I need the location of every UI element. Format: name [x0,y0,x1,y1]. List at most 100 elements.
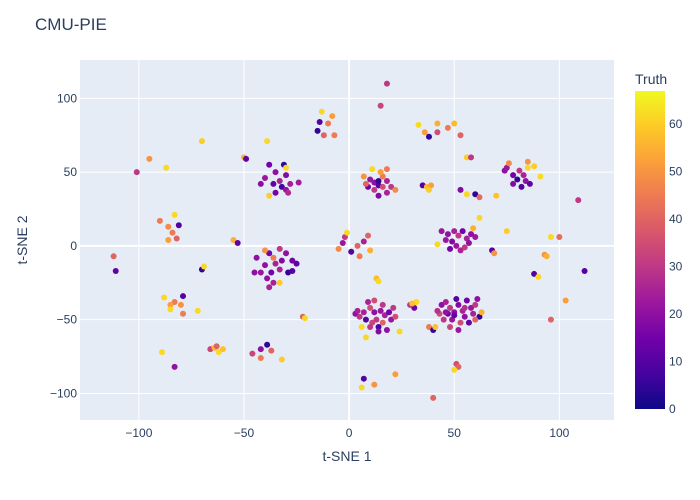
scatter-point [110,253,117,260]
scatter-point [476,194,483,201]
scatter-point [581,267,588,274]
scatter-point [520,172,527,179]
scatter-point [415,121,422,128]
scatter-point [335,245,342,252]
scatter-point [331,132,338,139]
scatter-point [531,163,538,170]
scatter-point [383,189,390,196]
scatter-point [293,260,300,267]
scatter-point [266,192,273,199]
scatter-point [276,279,283,286]
scatter-point [369,166,376,173]
x-tick-label: 100 [549,426,569,440]
scatter-point [171,298,178,305]
scatter-point [266,250,273,257]
scatter-point [243,155,250,162]
scatter-point [386,309,393,316]
scatter-point [215,349,222,356]
scatter-point [463,154,470,161]
scatter-point [270,180,277,187]
scatter-point [180,310,187,317]
x-tick-label: −100 [125,426,152,440]
scatter-point [257,269,264,276]
scatter-point [173,235,180,242]
scatter-point [461,244,468,251]
scatter-point [377,307,384,314]
scatter-point [375,192,382,199]
scatter-point [463,191,470,198]
scatter-point [537,173,544,180]
scatter-point [257,180,264,187]
scatter-point [478,309,485,316]
scatter-point [556,234,563,241]
scatter-point [562,297,569,304]
scatter-point [201,263,208,270]
y-tick-label: 50 [64,165,78,179]
scatter-point [257,355,264,362]
plot-area [80,60,614,420]
scatter-point [453,296,460,303]
scatter-point [329,113,336,120]
scatter-point [371,297,378,304]
scatter-point [438,228,445,235]
scatter-point [112,267,119,274]
scatter-point [470,310,477,317]
scatter-point [373,316,380,323]
scatter-point [514,176,521,183]
colorbar-tick-label: 20 [669,307,683,321]
scatter-point [262,247,269,254]
scatter-point [371,381,378,388]
scatter-point [194,307,201,314]
scatter-point [253,254,260,261]
scatter-point [171,363,178,370]
scatter-point [278,257,285,264]
scatter-point [491,250,498,257]
scatter-point [262,175,269,182]
scatter-point [535,273,542,280]
scatter-point [285,189,292,196]
scatter-point [167,306,174,313]
scatter-point [377,102,384,109]
scatter-point [360,238,367,245]
scatter-point [468,304,475,311]
scatter-point [383,80,390,87]
scatter-point [524,158,531,165]
x-tick-labels: −100 −50 0 50 100 [125,426,569,440]
scatter-point [451,120,458,127]
scatter-point [465,319,472,326]
scatter-point [547,316,554,323]
colorbar-tick-label: 40 [669,212,683,226]
scatter-point [457,319,464,326]
scatter-point [367,176,374,183]
y-tick-label: −50 [57,313,78,327]
scatter-point [133,169,140,176]
scatter-point [177,301,184,308]
scatter-point [270,279,277,286]
scatter-point [510,172,517,179]
scatter-point [289,257,296,264]
scatter-point [268,269,275,276]
scatter-point [375,328,382,335]
scatter-point [524,164,531,171]
scatter-point [262,262,269,269]
scatter-point [425,324,432,331]
scatter-point [434,129,441,136]
scatter-point [447,324,454,331]
y-axis-title: t-SNE 2 [14,215,30,264]
scatter-point [367,304,374,311]
scatter-point [455,232,462,239]
scatter-point [421,129,428,136]
scatter-point [287,180,294,187]
scatter-point [440,316,447,323]
scatter-point [146,155,153,162]
scatter-point [283,172,290,179]
scatter-point [371,186,378,193]
scatter-point [266,284,273,291]
y-tick-label: −100 [50,386,77,400]
scatter-point [257,346,264,353]
scatter-point [354,242,361,249]
scatter-point [381,312,388,319]
scatter-point [465,239,472,246]
scatter-point [175,222,182,229]
scatter-point [278,183,285,190]
